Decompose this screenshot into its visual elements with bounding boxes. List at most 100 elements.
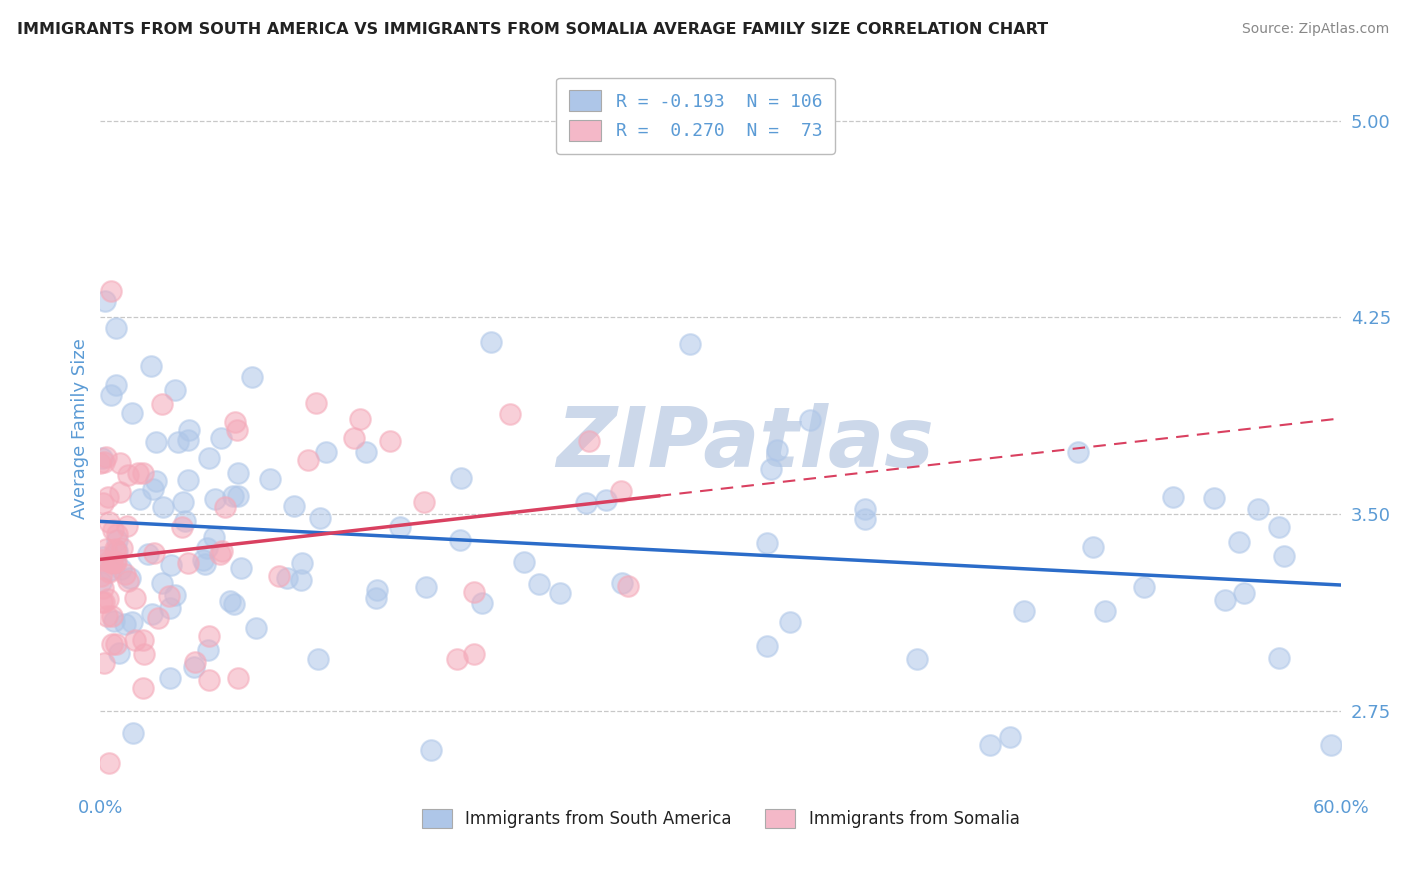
Point	[167, 434, 190, 449]
Point	[89, 456, 111, 470]
Point	[93, 656, 115, 670]
Text: ZIPatlas: ZIPatlas	[557, 403, 935, 483]
Point	[111, 541, 134, 555]
Point	[94, 542, 117, 557]
Point	[93, 454, 115, 468]
Point	[1268, 651, 1291, 665]
Point	[224, 415, 246, 429]
Point	[449, 533, 471, 548]
Point	[1229, 534, 1251, 549]
Point	[378, 434, 401, 448]
Point	[799, 413, 821, 427]
Point	[104, 321, 127, 335]
Point	[297, 452, 319, 467]
Point	[198, 628, 221, 642]
Point	[145, 474, 167, 488]
Text: IMMIGRANTS FROM SOUTH AMERICA VS IMMIGRANTS FROM SOMALIA AVERAGE FAMILY SIZE COR: IMMIGRANTS FROM SOUTH AMERICA VS IMMIGRA…	[17, 22, 1047, 37]
Point	[420, 743, 443, 757]
Point	[998, 730, 1021, 744]
Point	[198, 673, 221, 687]
Point	[388, 520, 411, 534]
Point	[779, 615, 801, 629]
Point	[267, 568, 290, 582]
Point	[756, 536, 779, 550]
Point	[90, 574, 112, 589]
Point	[96, 450, 118, 464]
Point	[165, 589, 187, 603]
Point	[129, 491, 152, 506]
Point	[101, 523, 124, 537]
Point	[183, 660, 205, 674]
Point	[415, 580, 437, 594]
Point	[90, 553, 112, 567]
Point	[93, 595, 115, 609]
Point	[197, 642, 219, 657]
Point	[905, 652, 928, 666]
Point	[222, 489, 245, 503]
Point	[108, 484, 131, 499]
Point	[412, 495, 434, 509]
Point	[209, 547, 232, 561]
Legend: Immigrants from South America, Immigrants from Somalia: Immigrants from South America, Immigrant…	[415, 803, 1026, 835]
Point	[127, 467, 149, 481]
Point	[366, 591, 388, 605]
Point	[226, 467, 249, 481]
Point	[177, 423, 200, 437]
Point	[159, 601, 181, 615]
Point	[132, 466, 155, 480]
Point	[195, 541, 218, 555]
Point	[104, 378, 127, 392]
Point	[98, 563, 121, 577]
Point	[110, 561, 132, 575]
Point	[105, 555, 128, 569]
Point	[1067, 445, 1090, 459]
Point	[315, 444, 337, 458]
Point	[91, 450, 114, 465]
Point	[101, 637, 124, 651]
Point	[98, 554, 121, 568]
Point	[259, 473, 281, 487]
Point	[211, 431, 233, 445]
Point	[446, 652, 468, 666]
Point	[766, 443, 789, 458]
Point	[132, 681, 155, 695]
Point	[578, 434, 600, 449]
Point	[245, 621, 267, 635]
Point	[1204, 491, 1226, 506]
Point	[231, 560, 253, 574]
Point	[96, 608, 118, 623]
Point	[132, 632, 155, 647]
Point	[463, 647, 485, 661]
Point	[366, 583, 388, 598]
Point	[157, 589, 180, 603]
Point	[226, 671, 249, 685]
Point	[283, 500, 305, 514]
Point	[108, 456, 131, 470]
Point	[1132, 580, 1154, 594]
Point	[105, 544, 128, 558]
Point	[191, 553, 214, 567]
Point	[1247, 501, 1270, 516]
Point	[124, 591, 146, 605]
Point	[105, 637, 128, 651]
Point	[91, 582, 114, 596]
Point	[145, 434, 167, 449]
Point	[103, 555, 125, 569]
Point	[595, 492, 617, 507]
Point	[204, 491, 226, 506]
Point	[91, 550, 114, 565]
Point	[101, 609, 124, 624]
Point	[202, 530, 225, 544]
Point	[174, 514, 197, 528]
Point	[160, 558, 183, 573]
Point	[759, 461, 782, 475]
Point	[610, 575, 633, 590]
Point	[117, 574, 139, 588]
Point	[100, 387, 122, 401]
Point	[152, 500, 174, 515]
Point	[225, 423, 247, 437]
Point	[755, 640, 778, 654]
Point	[114, 566, 136, 581]
Point	[97, 490, 120, 504]
Point	[291, 556, 314, 570]
